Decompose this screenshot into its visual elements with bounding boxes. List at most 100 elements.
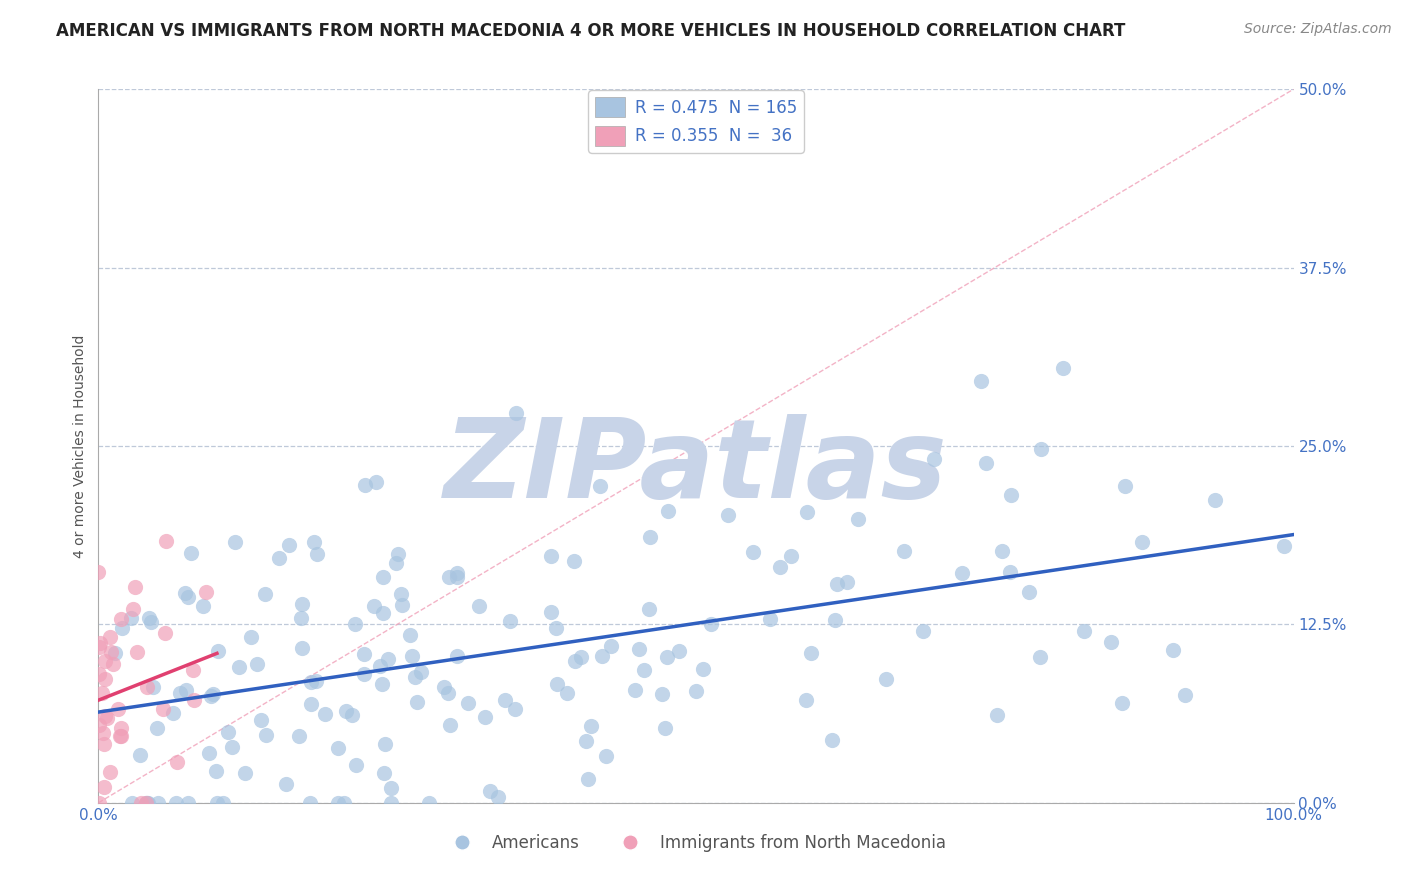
- Point: [181, 663, 204, 677]
- Point: [254, 728, 277, 742]
- Point: [651, 687, 673, 701]
- Point: [741, 545, 763, 559]
- Point: [540, 605, 562, 619]
- Point: [305, 673, 328, 688]
- Point: [1161, 643, 1184, 657]
- Point: [89, 635, 111, 649]
- Point: [1130, 534, 1153, 549]
- Point: [125, 645, 148, 659]
- Point: [177, 796, 200, 810]
- Point: [94, 655, 117, 669]
- Point: [633, 663, 655, 677]
- Point: [824, 613, 846, 627]
- Point: [562, 554, 585, 568]
- Point: [835, 575, 858, 590]
- Point: [346, 758, 368, 772]
- Point: [371, 677, 394, 691]
- Point: [505, 406, 527, 420]
- Point: [398, 628, 420, 642]
- Point: [368, 659, 391, 673]
- Point: [623, 683, 645, 698]
- Point: [152, 701, 174, 715]
- Point: [228, 660, 250, 674]
- Point: [269, 550, 291, 565]
- Point: [575, 734, 598, 748]
- Point: [217, 725, 239, 739]
- Point: [1018, 584, 1040, 599]
- Point: [875, 672, 897, 686]
- Point: [640, 530, 662, 544]
- Point: [276, 777, 298, 791]
- Point: [637, 602, 659, 616]
- Point: [468, 599, 491, 614]
- Point: [340, 707, 363, 722]
- Point: [98, 765, 121, 780]
- Point: [418, 796, 440, 810]
- Legend: Americans, Immigrants from North Macedonia: Americans, Immigrants from North Macedon…: [439, 828, 953, 859]
- Point: [174, 683, 197, 698]
- Point: [655, 650, 678, 665]
- Point: [326, 741, 349, 756]
- Point: [974, 456, 997, 470]
- Point: [578, 772, 600, 786]
- Point: [100, 645, 122, 659]
- Text: AMERICAN VS IMMIGRANTS FROM NORTH MACEDONIA 4 OR MORE VEHICLES IN HOUSEHOLD CORR: AMERICAN VS IMMIGRANTS FROM NORTH MACEDO…: [56, 22, 1126, 40]
- Point: [87, 566, 110, 580]
- Point: [991, 544, 1014, 558]
- Point: [333, 796, 356, 810]
- Point: [1099, 635, 1122, 649]
- Point: [183, 693, 205, 707]
- Point: [373, 606, 395, 620]
- Point: [446, 648, 468, 663]
- Point: [474, 710, 496, 724]
- Point: [101, 657, 124, 672]
- Point: [135, 680, 157, 694]
- Point: [354, 478, 377, 492]
- Point: [486, 790, 509, 805]
- Point: [685, 684, 707, 698]
- Point: [385, 556, 408, 570]
- Point: [800, 646, 823, 660]
- Point: [205, 764, 228, 778]
- Point: [380, 796, 402, 810]
- Point: [197, 746, 219, 760]
- Point: [94, 673, 117, 687]
- Point: [401, 648, 423, 663]
- Point: [503, 702, 526, 716]
- Point: [825, 577, 848, 591]
- Point: [446, 570, 468, 584]
- Point: [571, 650, 593, 665]
- Point: [1114, 478, 1136, 492]
- Point: [314, 706, 336, 721]
- Point: [146, 796, 169, 810]
- Point: [555, 686, 578, 700]
- Point: [146, 722, 169, 736]
- Point: [439, 570, 461, 584]
- Point: [93, 780, 115, 795]
- Point: [344, 616, 367, 631]
- Point: [478, 784, 501, 798]
- Point: [136, 796, 159, 810]
- Point: [129, 796, 152, 810]
- Point: [89, 640, 111, 654]
- Point: [277, 538, 299, 552]
- Point: [692, 662, 714, 676]
- Point: [588, 479, 610, 493]
- Point: [335, 704, 357, 718]
- Point: [389, 587, 412, 601]
- Point: [110, 721, 132, 735]
- Point: [546, 677, 568, 691]
- Point: [93, 737, 115, 751]
- Point: [221, 739, 243, 754]
- Point: [1204, 492, 1226, 507]
- Point: [1028, 650, 1050, 665]
- Point: [544, 621, 567, 635]
- Point: [363, 599, 385, 613]
- Point: [169, 686, 191, 700]
- Point: [600, 639, 623, 653]
- Point: [224, 535, 246, 549]
- Point: [233, 766, 256, 780]
- Point: [191, 599, 214, 614]
- Point: [110, 730, 132, 744]
- Point: [89, 667, 111, 681]
